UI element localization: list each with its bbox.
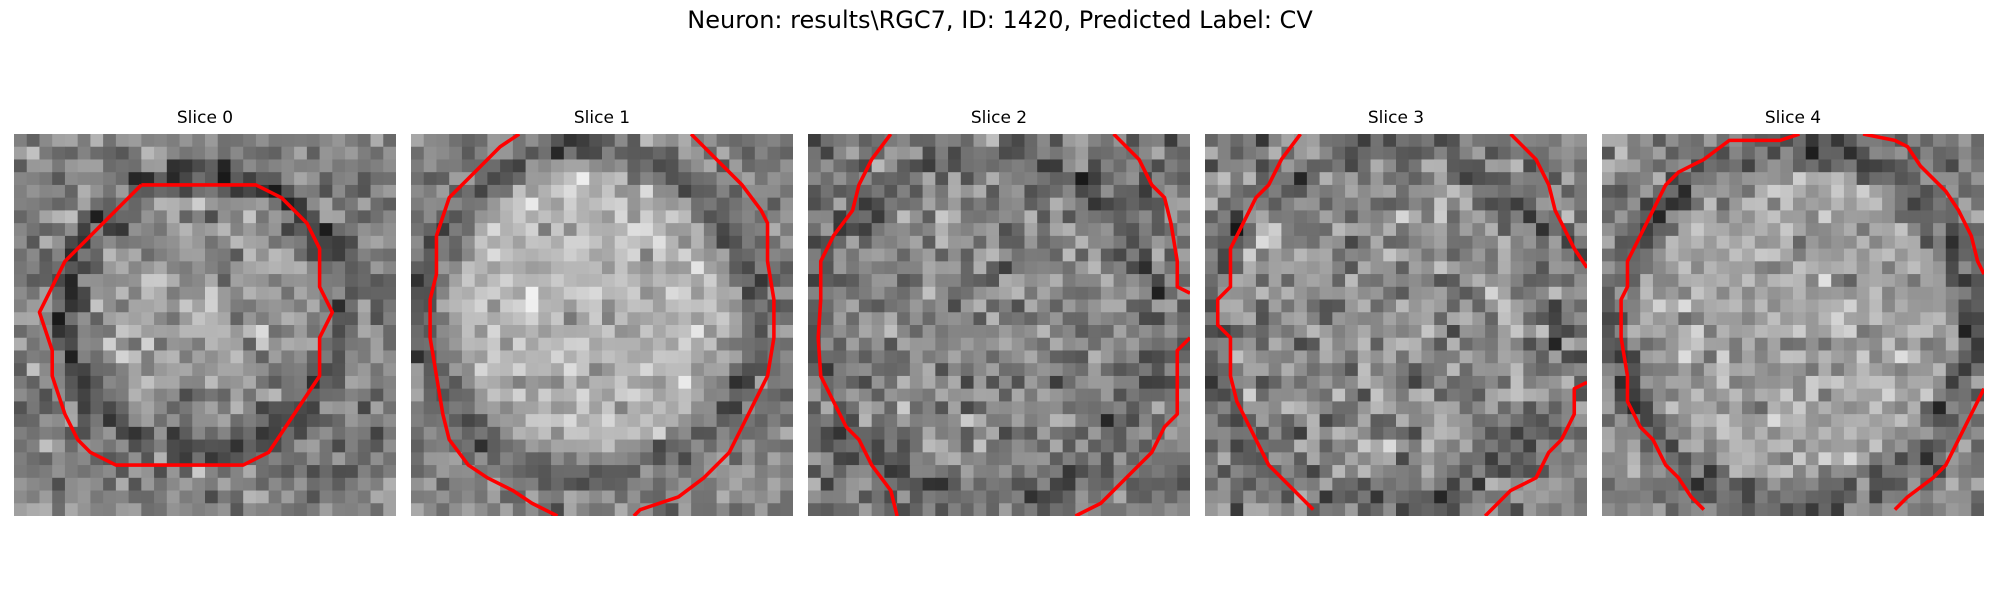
slice-panel-0: Slice 0 [14, 108, 396, 516]
slice-title-4: Slice 4 [1764, 108, 1822, 128]
roi-contour [1483, 380, 1587, 516]
roi-contour [1215, 134, 1315, 511]
figure-title: Neuron: results\RGC7, ID: 1420, Predicte… [687, 6, 1313, 34]
roi-contour [816, 134, 899, 516]
pixel-grid [411, 134, 793, 516]
roi-contour [1893, 387, 1984, 511]
slice-image-3 [1205, 134, 1587, 516]
roi-contour [1619, 134, 1800, 511]
slice-title-0: Slice 0 [176, 108, 234, 128]
roi-contour [428, 134, 559, 516]
pixel-grid [14, 134, 396, 516]
slice-title-2: Slice 2 [970, 108, 1028, 128]
roi-contour [1074, 336, 1190, 516]
slice-image-2 [808, 134, 1190, 516]
slice-panel-4: Slice 4 [1602, 108, 1984, 516]
roi-contour [632, 134, 776, 516]
slice-image-4 [1602, 134, 1984, 516]
slice-image-1 [411, 134, 793, 516]
roi-contour [1862, 134, 1984, 275]
slice-panel-3: Slice 3 [1205, 108, 1587, 516]
pixel-grid [808, 134, 1190, 516]
slice-title-1: Slice 1 [573, 108, 631, 128]
roi-contour [1112, 134, 1190, 295]
slice-title-3: Slice 3 [1367, 108, 1425, 128]
roi-contour [1509, 134, 1587, 269]
slice-image-0 [14, 134, 396, 516]
slice-panel-1: Slice 1 [411, 108, 793, 516]
pixel-grid [1602, 134, 1984, 516]
roi-contour [37, 183, 335, 467]
slice-panel-2: Slice 2 [808, 108, 1190, 516]
